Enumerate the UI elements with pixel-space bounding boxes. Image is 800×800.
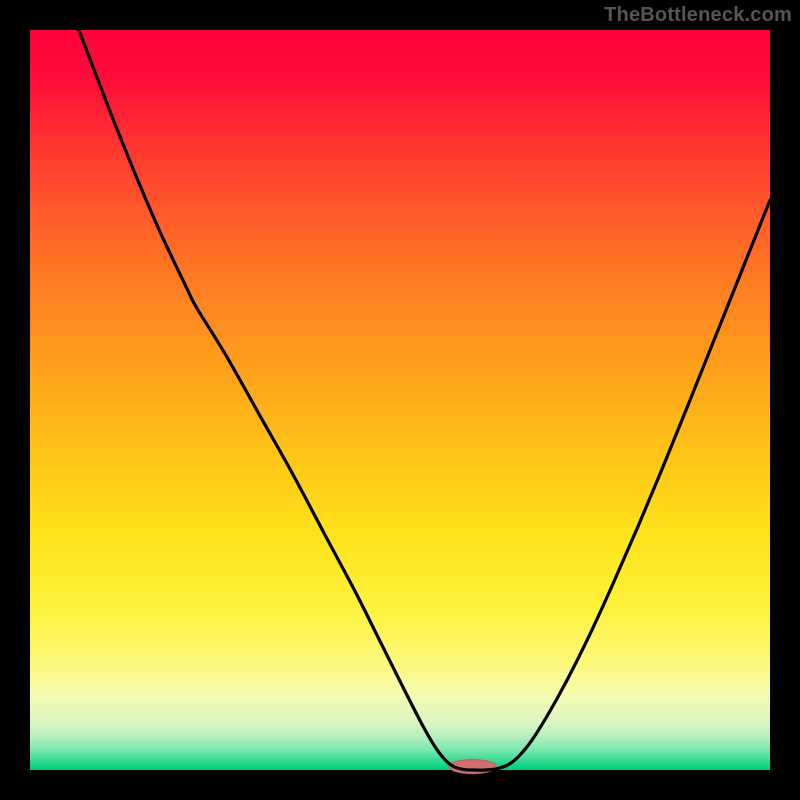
- plot-background: [30, 30, 770, 770]
- watermark-text: TheBottleneck.com: [604, 4, 792, 27]
- chart-canvas: TheBottleneck.com: [0, 0, 800, 800]
- bottleneck-chart: [0, 0, 800, 800]
